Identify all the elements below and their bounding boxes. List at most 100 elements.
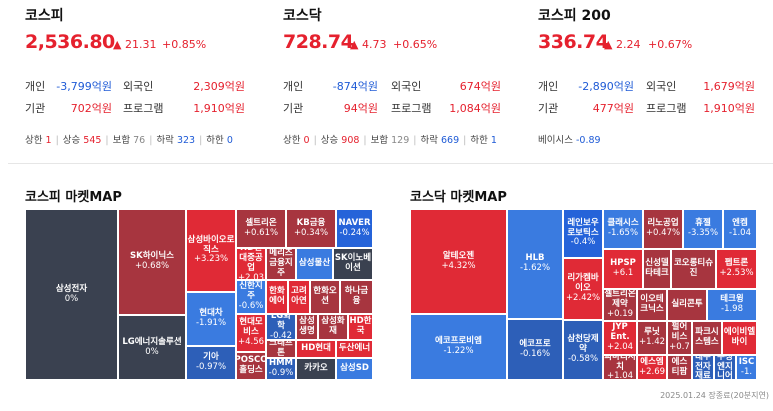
- stock-tile[interactable]: 셀트리온제약 +0.19: [603, 289, 637, 321]
- stock-tile[interactable]: 셀트리온 +0.61%: [236, 209, 286, 248]
- kosdaq-map-title[interactable]: 코스닥 마켓MAP: [410, 190, 507, 205]
- stock-name: 리가켐바이오: [567, 273, 599, 294]
- stock-name: 삼천당제약: [567, 334, 599, 355]
- stock-name: 에스티팜: [671, 356, 688, 377]
- stock-tile[interactable]: 알테오젠 +4.32%: [410, 209, 507, 314]
- stock-tile[interactable]: 에코프로비엠 -1.22%: [410, 314, 507, 380]
- investor-row: 개인 -874억원 외국인 674억원: [283, 80, 501, 94]
- stock-tile[interactable]: LG화학 -0.42: [266, 314, 296, 340]
- index-pct: +0.67%: [648, 38, 693, 51]
- index-name[interactable]: 코스닥: [283, 8, 322, 24]
- stock-tile[interactable]: 신한지주 -0.6%: [236, 280, 266, 314]
- divider: [8, 163, 773, 164]
- stock-tile[interactable]: POSCO홀딩스: [236, 352, 266, 380]
- index-name[interactable]: 코스피: [25, 8, 64, 24]
- stock-name: 펩트론: [724, 258, 749, 269]
- stock-tile[interactable]: 삼성화재: [318, 314, 348, 340]
- stock-name: 파마리서치: [604, 355, 636, 372]
- stock-tile[interactable]: 에스티팜: [667, 355, 692, 380]
- stock-tile[interactable]: ISC -1.: [736, 355, 757, 380]
- value: -2,890억원: [578, 80, 634, 93]
- stock-tile[interactable]: 레인보우로보틱스 -0.4%: [563, 209, 603, 258]
- stock-change: -0.4%: [570, 237, 596, 248]
- stock-tile[interactable]: 에이비엘바이: [722, 321, 757, 355]
- stock-tile[interactable]: HPSP +6.1: [603, 249, 643, 289]
- stock-tile[interactable]: 신성델타테크: [643, 249, 671, 289]
- stock-tile[interactable]: 한화오션: [310, 280, 340, 314]
- stock-tile[interactable]: 파마리서치 +1.04: [603, 355, 637, 380]
- stock-tile[interactable]: 삼성생명: [296, 314, 318, 340]
- value: 545: [83, 135, 102, 146]
- stock-tile[interactable]: 주성엔지니어: [714, 355, 736, 380]
- stock-tile[interactable]: SK이노베이션: [333, 248, 373, 280]
- stock-tile[interactable]: 현대모비스 +4.56: [236, 314, 266, 352]
- label: 하락: [420, 135, 438, 146]
- stock-tile[interactable]: 테크윙 -1.98: [707, 289, 757, 321]
- stock-tile[interactable]: 펩트론 +2.53%: [716, 249, 757, 289]
- stock-change: +4.56: [237, 336, 265, 347]
- stock-tile[interactable]: HD현대중공업 +2.03: [236, 248, 266, 280]
- stock-tile[interactable]: 에코프로 -0.16%: [507, 319, 563, 380]
- stock-tile[interactable]: 카카오: [296, 358, 336, 380]
- stock-tile[interactable]: 메리츠금융지주: [266, 248, 296, 280]
- stock-name: 에코프로비엠: [435, 336, 482, 347]
- market-breadth: 상한 1 | 상승 545 | 보합 76 | 하락 323 | 하한 0: [25, 135, 233, 146]
- index-price: 336.74: [538, 31, 609, 53]
- stock-tile[interactable]: 삼성SD: [336, 358, 373, 380]
- stock-tile[interactable]: 삼성전자 0%: [25, 209, 118, 380]
- stock-name: HD한국: [349, 316, 372, 336]
- stock-tile[interactable]: 삼성물산: [296, 248, 333, 280]
- stock-name: LG화학: [270, 314, 292, 332]
- stock-name: 현대차: [199, 308, 223, 319]
- stock-change: 0%: [145, 346, 159, 357]
- stock-tile[interactable]: 현대차 -1.91%: [186, 292, 236, 346]
- stock-tile[interactable]: 루닛 +1.42: [637, 321, 667, 355]
- stock-tile[interactable]: 실리콘투: [667, 289, 707, 321]
- stock-tile[interactable]: 크래프톤: [266, 340, 296, 358]
- stock-tile[interactable]: SK하이닉스 +0.68%: [118, 209, 186, 315]
- stock-tile[interactable]: 엔켐 -1.04: [723, 209, 757, 249]
- stock-change: +2.04: [606, 341, 634, 352]
- stock-tile[interactable]: HMM -0.9%: [266, 358, 296, 380]
- stock-tile[interactable]: KB금융 +0.34%: [286, 209, 336, 248]
- stock-tile[interactable]: 두산에너: [336, 340, 373, 358]
- stock-tile[interactable]: 에스엠 +2.69: [637, 355, 667, 380]
- stock-tile[interactable]: 고려아연: [288, 280, 310, 314]
- label: 상한: [283, 135, 301, 146]
- index-price: 728.74: [283, 31, 354, 53]
- label: 하한: [206, 135, 224, 146]
- stock-tile[interactable]: 펄어비스 +0.7: [667, 321, 692, 355]
- stock-name: LG에너지솔루션: [122, 336, 182, 347]
- value: 1,679억원: [703, 80, 755, 93]
- stock-tile[interactable]: 한화에어: [266, 280, 288, 314]
- stock-tile[interactable]: 대주전자재료: [692, 355, 714, 380]
- stock-tile[interactable]: NAVER -0.24%: [336, 209, 373, 248]
- value: 94억원: [343, 102, 378, 115]
- stock-change: -0.9%: [268, 368, 294, 378]
- value: 477억원: [592, 102, 634, 115]
- stock-tile[interactable]: 휴젤 -3.35%: [683, 209, 723, 249]
- index-price: 2,536.80: [25, 31, 115, 53]
- stock-tile[interactable]: HLB -1.62%: [507, 209, 563, 319]
- stock-tile[interactable]: 삼성바이오로직스 +3.23%: [186, 209, 236, 292]
- stock-tile[interactable]: JYP Ent. +2.04: [603, 321, 637, 355]
- stock-tile[interactable]: 코오롱티슈진: [671, 249, 716, 289]
- stock-name: JYP Ent.: [610, 322, 630, 343]
- stock-tile[interactable]: 리노공업 +0.47%: [643, 209, 683, 249]
- stock-tile[interactable]: LG에너지솔루션 0%: [118, 315, 186, 380]
- stock-tile[interactable]: 삼천당제약 -0.58%: [563, 320, 603, 380]
- stock-tile[interactable]: 하나금융: [340, 280, 373, 314]
- value: 1: [490, 135, 497, 146]
- stock-tile[interactable]: 이오테크닉스: [637, 289, 667, 321]
- stock-name: 삼성물산: [298, 258, 331, 269]
- stock-tile[interactable]: HD현대: [296, 340, 336, 358]
- stock-tile[interactable]: 파크시스템스: [692, 321, 722, 355]
- kospi-map-title[interactable]: 코스피 마켓MAP: [25, 190, 122, 205]
- stock-tile[interactable]: 클래시스 -1.65%: [603, 209, 643, 249]
- stock-tile[interactable]: 기아 -0.97%: [186, 346, 236, 380]
- stock-tile[interactable]: 리가켐바이오 +2.42%: [563, 258, 603, 320]
- stock-change: +4.32%: [441, 260, 476, 271]
- stock-name: 테크윙: [720, 294, 744, 305]
- stock-tile[interactable]: HD한국: [348, 314, 373, 340]
- index-name[interactable]: 코스피 200: [538, 8, 611, 24]
